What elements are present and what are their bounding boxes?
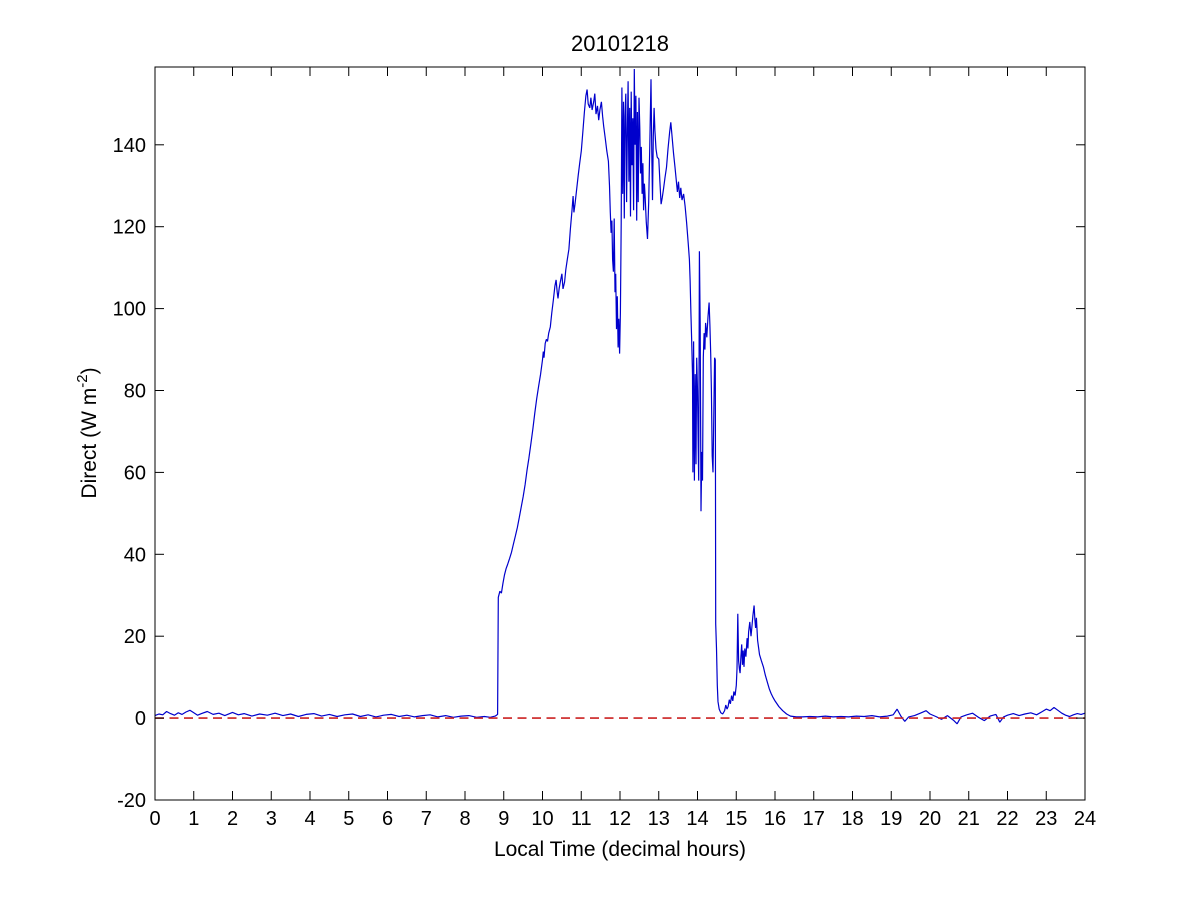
x-tick-label: 24 <box>1074 808 1096 830</box>
y-tick-label: 80 <box>124 381 146 403</box>
y-axis-label-superscript: -2 <box>74 374 91 387</box>
y-tick-label: 140 <box>113 135 146 157</box>
x-tick-label: 6 <box>382 808 393 830</box>
x-tick-label: 19 <box>880 808 902 830</box>
y-tick-label: 20 <box>124 626 146 648</box>
x-tick-label: 5 <box>343 808 354 830</box>
x-tick-label: 10 <box>531 808 553 830</box>
y-tick-label: 120 <box>113 217 146 239</box>
x-tick-label: 8 <box>459 808 470 830</box>
y-tick-label: 60 <box>124 462 146 484</box>
plot-border <box>154 66 1086 801</box>
x-tick-label: 9 <box>498 808 509 830</box>
y-tick-label: -20 <box>117 790 146 812</box>
y-axis-label: Direct (W m-2) <box>74 367 101 498</box>
x-tick-label: 3 <box>266 808 277 830</box>
x-tick-label: 1 <box>188 808 199 830</box>
y-axis-label-suffix: ) <box>78 367 101 374</box>
y-tick-label: 100 <box>113 299 146 321</box>
y-tick-label: 0 <box>135 708 146 730</box>
x-tick-label: 21 <box>958 808 980 830</box>
x-tick-label: 22 <box>996 808 1018 830</box>
x-tick-label: 23 <box>1035 808 1057 830</box>
x-tick-label: 12 <box>609 808 631 830</box>
y-tick-label: 40 <box>124 544 146 566</box>
x-tick-label: 16 <box>764 808 786 830</box>
x-tick-label: 13 <box>648 808 670 830</box>
x-tick-label: 4 <box>304 808 315 830</box>
x-tick-label: 0 <box>149 808 160 830</box>
x-tick-label: 2 <box>227 808 238 830</box>
x-tick-label: 15 <box>725 808 747 830</box>
y-axis-label-text: Direct (W m <box>78 388 101 499</box>
x-tick-label: 20 <box>919 808 941 830</box>
x-tick-label: 11 <box>571 808 592 830</box>
x-tick-label: 14 <box>686 808 708 830</box>
chart-title: 20101218 <box>571 31 669 56</box>
axis-ticks <box>154 67 1086 801</box>
x-axis-label: Local Time (decimal hours) <box>494 838 746 861</box>
axis-tick-labels: 0 1 2 3 4 5 6 7 8 9 10 11 12 13 14 15 16 17 18 19 20 21 22 23 24… <box>113 135 1097 830</box>
series-direct-irradiance <box>154 68 1086 725</box>
x-tick-label: 7 <box>421 808 432 830</box>
x-tick-label: 18 <box>841 808 863 830</box>
x-tick-label: 17 <box>803 808 825 830</box>
series-group <box>154 68 1086 725</box>
